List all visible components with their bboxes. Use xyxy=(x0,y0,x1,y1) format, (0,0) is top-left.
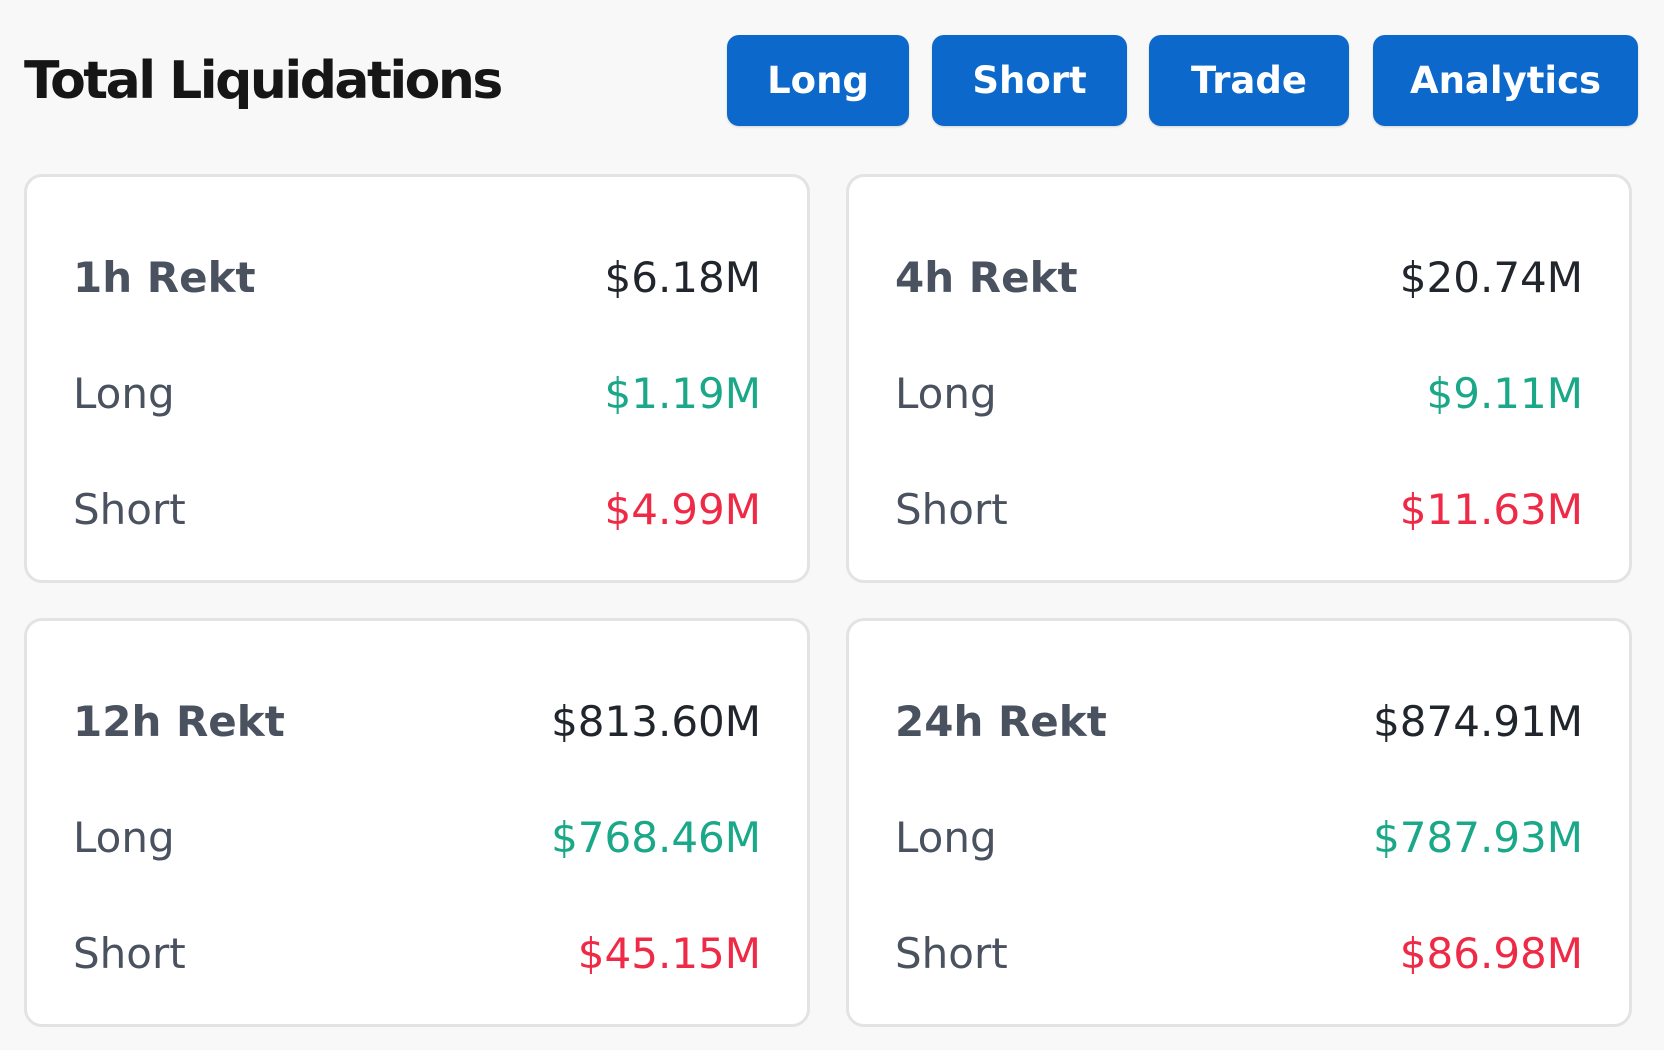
card-title: 12h Rekt xyxy=(73,696,285,746)
long-row: Long $768.46M xyxy=(73,807,761,867)
card-title: 1h Rekt xyxy=(73,252,256,302)
short-row: Short $11.63M xyxy=(895,479,1583,539)
page-title: Total Liquidations xyxy=(24,51,503,111)
total-value: $813.60M xyxy=(551,696,761,746)
card-title: 24h Rekt xyxy=(895,696,1107,746)
total-row: 12h Rekt $813.60M xyxy=(73,691,761,751)
total-row: 4h Rekt $20.74M xyxy=(895,247,1583,307)
short-row: Short $4.99M xyxy=(73,479,761,539)
long-value: $1.19M xyxy=(604,368,761,418)
short-row: Short $86.98M xyxy=(895,923,1583,983)
total-value: $20.74M xyxy=(1399,252,1583,302)
short-label: Short xyxy=(73,928,186,978)
long-value: $787.93M xyxy=(1373,812,1583,862)
long-value: $9.11M xyxy=(1426,368,1583,418)
short-value: $86.98M xyxy=(1399,928,1583,978)
long-row: Long $787.93M xyxy=(895,807,1583,867)
total-row: 24h Rekt $874.91M xyxy=(895,691,1583,751)
long-label: Long xyxy=(895,368,997,418)
short-row: Short $45.15M xyxy=(73,923,761,983)
tab-short[interactable]: Short xyxy=(932,35,1127,126)
long-row: Long $9.11M xyxy=(895,363,1583,423)
header: Total Liquidations Long Short Trade Anal… xyxy=(0,0,1664,160)
short-value: $45.15M xyxy=(577,928,761,978)
short-value: $4.99M xyxy=(604,484,761,534)
short-label: Short xyxy=(895,928,1008,978)
short-label: Short xyxy=(73,484,186,534)
long-label: Long xyxy=(73,812,175,862)
long-label: Long xyxy=(73,368,175,418)
tab-trade[interactable]: Trade xyxy=(1149,35,1349,126)
liquidation-card-1h: 1h Rekt $6.18M Long $1.19M Short $4.99M xyxy=(24,174,810,583)
liquidation-card-4h: 4h Rekt $20.74M Long $9.11M Short $11.63… xyxy=(846,174,1632,583)
card-title: 4h Rekt xyxy=(895,252,1078,302)
liquidation-card-24h: 24h Rekt $874.91M Long $787.93M Short $8… xyxy=(846,618,1632,1027)
long-label: Long xyxy=(895,812,997,862)
short-label: Short xyxy=(895,484,1008,534)
long-row: Long $1.19M xyxy=(73,363,761,423)
short-value: $11.63M xyxy=(1399,484,1583,534)
tab-analytics[interactable]: Analytics xyxy=(1373,35,1638,126)
tab-long[interactable]: Long xyxy=(727,35,909,126)
total-row: 1h Rekt $6.18M xyxy=(73,247,761,307)
long-value: $768.46M xyxy=(551,812,761,862)
total-value: $874.91M xyxy=(1373,696,1583,746)
liquidation-card-12h: 12h Rekt $813.60M Long $768.46M Short $4… xyxy=(24,618,810,1027)
total-value: $6.18M xyxy=(604,252,761,302)
